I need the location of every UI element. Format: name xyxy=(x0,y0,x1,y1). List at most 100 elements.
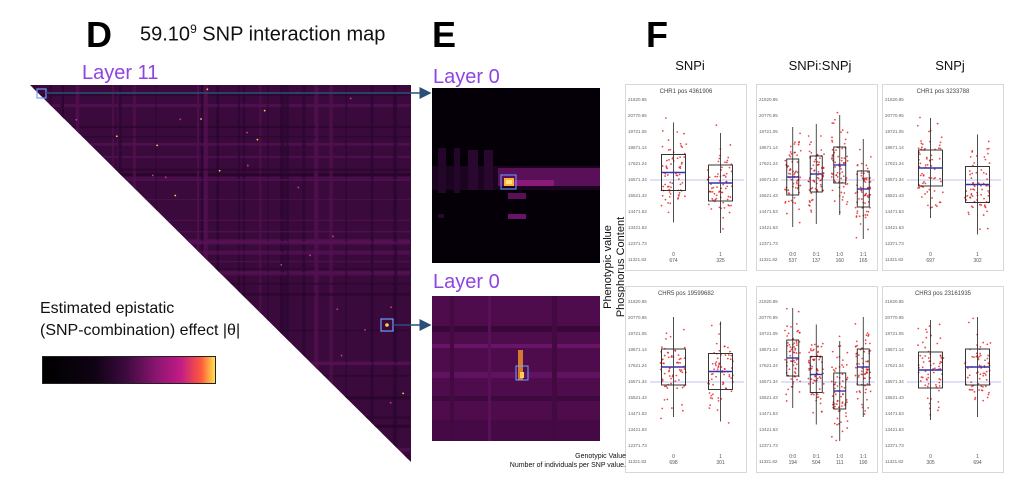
sample-point xyxy=(811,365,814,368)
effect-colorbar xyxy=(42,356,216,384)
sample-point xyxy=(834,405,836,408)
y-tick-label: 13421.63 xyxy=(759,225,778,230)
mid-highlight-hotspot xyxy=(385,323,389,327)
sample-point xyxy=(841,129,844,131)
sample-point xyxy=(818,376,821,378)
sample-point xyxy=(714,198,717,201)
sample-point xyxy=(867,360,869,362)
sample-point xyxy=(970,381,972,384)
sample-point xyxy=(831,395,834,398)
sample-point xyxy=(670,382,672,385)
sample-point xyxy=(969,155,972,158)
sample-point xyxy=(819,135,822,137)
sample-point xyxy=(810,192,813,195)
sample-point xyxy=(919,162,922,165)
sample-point xyxy=(934,204,937,206)
sample-point xyxy=(711,197,714,200)
sample-point xyxy=(667,211,670,214)
y-tick-label: 18671.14 xyxy=(628,145,647,150)
sample-point xyxy=(662,185,665,188)
sample-point xyxy=(812,164,815,167)
sample-point xyxy=(835,403,838,405)
sample-point xyxy=(667,356,670,359)
sample-point xyxy=(967,211,970,214)
sample-point xyxy=(724,187,727,190)
sample-point xyxy=(808,359,810,362)
sample-point xyxy=(858,363,860,365)
sample-point xyxy=(927,382,930,385)
sample-point xyxy=(788,169,791,172)
sample-point xyxy=(938,389,940,392)
sample-point xyxy=(662,362,665,365)
sample-point xyxy=(932,371,935,374)
sample-point xyxy=(983,204,986,207)
sample-point xyxy=(841,199,844,201)
sample-point xyxy=(836,385,839,387)
group-label: 0 697 xyxy=(922,252,940,264)
sample-point xyxy=(789,173,792,175)
sample-point xyxy=(708,176,711,179)
sample-point xyxy=(840,167,842,170)
sample-point xyxy=(808,180,810,183)
sample-point xyxy=(730,377,733,380)
sample-point xyxy=(928,188,931,191)
sample-point xyxy=(668,369,671,372)
sample-point xyxy=(863,350,866,353)
sample-point xyxy=(721,383,724,386)
sample-point xyxy=(794,347,797,350)
sample-point xyxy=(813,359,815,362)
sample-point xyxy=(926,397,929,400)
sample-point xyxy=(710,373,713,376)
sample-point xyxy=(670,377,672,380)
sample-point xyxy=(723,368,726,370)
sample-point xyxy=(717,173,719,175)
sample-point xyxy=(968,170,971,172)
sample-point xyxy=(667,201,670,204)
sample-point xyxy=(928,176,931,179)
y-tick-label: 12371.73 xyxy=(759,241,778,246)
sample-point xyxy=(987,194,990,197)
sample-point xyxy=(836,423,838,426)
sample-point xyxy=(933,190,936,192)
sample-point xyxy=(717,397,720,399)
sample-point xyxy=(668,195,671,198)
sample-point xyxy=(723,373,725,376)
sample-point xyxy=(723,206,726,209)
sample-point xyxy=(817,345,819,348)
sample-point xyxy=(661,130,664,132)
sample-point xyxy=(681,403,683,406)
sample-point xyxy=(975,171,978,174)
sample-point xyxy=(707,203,710,206)
sample-point xyxy=(671,157,674,160)
sample-point xyxy=(926,191,929,193)
y-tick-label: 16571.34 xyxy=(759,177,778,182)
sample-point xyxy=(796,161,799,164)
sample-point xyxy=(796,182,798,185)
sample-point xyxy=(925,156,928,159)
sample-point xyxy=(836,176,839,178)
sample-point xyxy=(670,163,672,165)
sample-point xyxy=(718,206,721,209)
sample-point xyxy=(678,192,681,194)
sample-point xyxy=(796,179,799,182)
sample-point xyxy=(717,365,720,368)
sample-point xyxy=(924,384,927,387)
sample-point xyxy=(716,186,718,188)
sample-point xyxy=(931,158,934,161)
sample-point xyxy=(668,191,671,193)
sample-point xyxy=(973,185,976,188)
boxplot-canvas xyxy=(781,307,875,442)
sample-point xyxy=(810,349,812,352)
sample-point xyxy=(971,385,973,388)
sample-point xyxy=(924,147,926,150)
sample-point xyxy=(937,400,940,403)
sample-point xyxy=(830,380,833,383)
sample-point xyxy=(794,368,797,370)
sample-point xyxy=(822,392,825,394)
sample-point xyxy=(795,170,797,173)
sample-point xyxy=(820,345,823,348)
sample-point xyxy=(972,188,974,191)
sample-point xyxy=(680,145,683,147)
sample-point xyxy=(832,368,835,371)
sample-point xyxy=(683,357,686,359)
